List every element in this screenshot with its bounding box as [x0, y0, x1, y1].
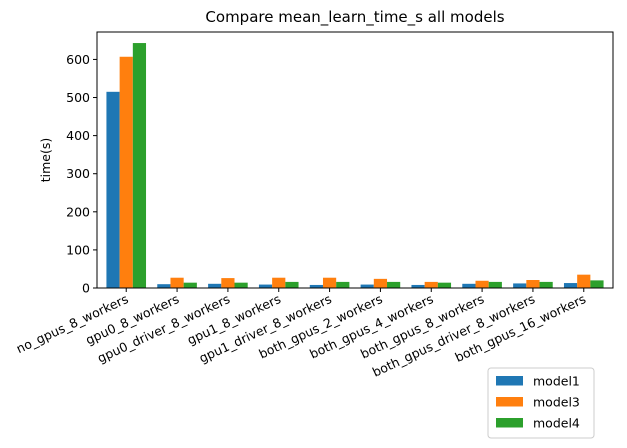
legend-swatch-model1 [496, 376, 523, 386]
bar-model1-gpu0_8_workers [157, 284, 171, 288]
bar-model4-gpu0_driver_8_workers [234, 282, 248, 288]
bar-model1-both_gpus_driver_8_workers [513, 283, 527, 288]
bar-model4-no_gpus_8_workers [132, 43, 147, 288]
chart-title: Compare mean_learn_time_s all models [205, 8, 504, 27]
bar-model3-no_gpus_8_workers [119, 56, 133, 289]
bar-model1-both_gpus_8_workers [462, 283, 476, 288]
bar-model3-gpu0_8_workers [170, 277, 184, 288]
bar-model3-both_gpus_driver_8_workers [526, 280, 540, 288]
bar-model1-no_gpus_8_workers [106, 91, 120, 288]
legend-label-model3: model3 [533, 395, 580, 410]
bar-model3-gpu0_driver_8_workers [221, 278, 235, 288]
bar-model1-gpu1_driver_8_workers [309, 284, 323, 288]
legend: model1 model3 model4 [487, 367, 595, 439]
y-tick-label: 600 [66, 52, 90, 67]
legend-swatch-model4 [496, 418, 523, 428]
x-axis-ticks: no_gpus_8_workersgpu0_8_workersgpu0_driv… [14, 288, 588, 380]
bar-model1-both_gpus_4_workers [411, 284, 425, 288]
y-tick-label: 500 [66, 90, 90, 105]
bar-model3-both_gpus_4_workers [424, 281, 438, 288]
bar-model1-gpu0_driver_8_workers [208, 283, 222, 288]
bar-model4-gpu1_8_workers [285, 281, 299, 288]
bar-model4-both_gpus_16_workers [590, 280, 604, 288]
y-axis-ticks: 0 100 200 300 400 500 600 [66, 52, 97, 296]
bar-model3-gpu1_driver_8_workers [322, 277, 337, 288]
bar-model3-gpu1_8_workers [272, 277, 286, 288]
legend-label-model1: model1 [533, 374, 580, 389]
bar-model4-both_gpus_4_workers [437, 282, 452, 288]
bar-model3-both_gpus_16_workers [577, 274, 591, 288]
bar-model4-both_gpus_driver_8_workers [539, 281, 553, 288]
y-tick-label: 100 [66, 242, 90, 257]
bars-group [106, 43, 604, 289]
bar-model4-gpu0_8_workers [183, 282, 197, 288]
y-tick-label: 300 [66, 166, 90, 181]
bar-model1-both_gpus_16_workers [563, 283, 578, 288]
bar-model4-both_gpus_8_workers [488, 281, 502, 288]
y-axis-label: time(s) [38, 138, 53, 183]
bar-model4-both_gpus_2_workers [387, 281, 401, 288]
y-tick-label: 400 [66, 128, 90, 143]
bar-model1-both_gpus_2_workers [360, 284, 374, 288]
bar-model3-both_gpus_8_workers [475, 280, 489, 288]
legend-swatch-model3 [496, 397, 523, 407]
y-tick-label: 200 [66, 204, 90, 219]
bar-model4-gpu1_driver_8_workers [336, 281, 350, 288]
y-tick-label: 0 [82, 281, 90, 296]
plot-frame [96, 31, 614, 289]
legend-label-model4: model4 [533, 416, 580, 431]
bar-model1-gpu1_8_workers [258, 284, 273, 288]
bar-model3-both_gpus_2_workers [373, 278, 388, 288]
